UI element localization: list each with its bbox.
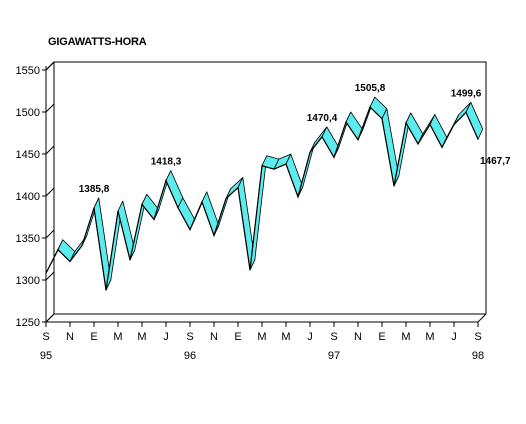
- data-label: 1470,4: [307, 113, 338, 124]
- data-point: [69, 260, 71, 263]
- y-tick-label: 1450: [16, 149, 40, 161]
- y-tick-label: 1300: [16, 275, 40, 287]
- data-point: [129, 259, 131, 261]
- data-point: [261, 165, 263, 167]
- x-tick-label: J: [163, 331, 169, 343]
- x-tick-label: J: [307, 331, 313, 343]
- y-gridline-edge: [45, 313, 55, 323]
- x-tick-label: S: [330, 331, 337, 343]
- data-point: [57, 249, 59, 251]
- x-tick-label: S: [42, 331, 49, 343]
- data-point: [429, 124, 431, 126]
- data-point: [285, 163, 287, 165]
- data-point: [393, 185, 395, 187]
- y-gridline-edge: [45, 61, 55, 71]
- data-point: [369, 106, 371, 108]
- x-tick-label: E: [90, 331, 97, 343]
- x-tick-label: J: [451, 331, 457, 343]
- data-point: [141, 203, 143, 205]
- data-point: [177, 207, 179, 209]
- data-point: [357, 139, 359, 141]
- data-point: [105, 289, 107, 291]
- x-tick-label: E: [234, 331, 241, 343]
- data-point: [237, 187, 239, 189]
- data-point: [93, 207, 95, 209]
- x-tick-label: M: [137, 331, 146, 343]
- data-point: [405, 122, 407, 124]
- y-tick-label: 1250: [16, 317, 40, 329]
- data-point: [45, 272, 47, 274]
- x-tick-label: M: [425, 331, 434, 343]
- data-point: [273, 168, 275, 170]
- ribbon-segment: [465, 101, 484, 140]
- data-point: [417, 143, 419, 145]
- data-label: 1467,7: [480, 156, 511, 167]
- x-tick-label: S: [186, 331, 193, 343]
- x-tick-label: N: [354, 331, 362, 343]
- data-point: [333, 156, 335, 158]
- data-point: [225, 197, 227, 200]
- data-label: 1418,3: [151, 157, 182, 168]
- year-label: 97: [328, 350, 340, 362]
- data-point: [309, 151, 311, 153]
- x-tick-label: S: [474, 331, 481, 343]
- data-point: [465, 111, 467, 113]
- data-point: [201, 201, 203, 203]
- data-point: [477, 138, 479, 140]
- data-point: [321, 136, 323, 138]
- year-label: 96: [184, 350, 196, 362]
- y-tick-label: 1500: [16, 107, 40, 119]
- y-tick-label: 1350: [16, 233, 40, 245]
- x-tick-label: E: [378, 331, 385, 343]
- y-tick-label: 1400: [16, 191, 40, 203]
- data-point: [165, 180, 167, 182]
- data-point: [381, 118, 383, 120]
- data-label: 1499,6: [451, 88, 482, 99]
- data-label: 1505,8: [355, 83, 386, 94]
- data-point: [297, 196, 299, 198]
- y-gridline-edge: [45, 103, 55, 113]
- data-point: [117, 210, 119, 212]
- y-gridline-edge: [45, 145, 55, 155]
- year-label: 98: [472, 350, 484, 362]
- data-point: [249, 269, 251, 271]
- data-point: [453, 124, 455, 126]
- x-tick-label: M: [113, 331, 122, 343]
- x-tick-label: M: [257, 331, 266, 343]
- plot-floor-edge: [477, 313, 487, 323]
- data-point: [153, 218, 155, 221]
- x-tick-label: M: [401, 331, 410, 343]
- x-tick-label: M: [281, 331, 290, 343]
- y-gridline-edge: [45, 271, 55, 281]
- data-label: 1385,8: [79, 184, 110, 195]
- x-tick-label: N: [66, 331, 74, 343]
- data-point: [441, 146, 443, 148]
- chart-title: GIGAWATTS-HORA: [48, 36, 147, 48]
- data-point: [81, 244, 83, 247]
- data-point: [213, 234, 215, 237]
- y-gridline-edge: [45, 229, 55, 239]
- plot-frame-back: [45, 61, 487, 322]
- year-label: 95: [40, 350, 52, 362]
- data-point: [345, 121, 347, 123]
- data-point: [189, 229, 191, 231]
- y-gridline-edge: [45, 187, 55, 197]
- y-tick-label: 1550: [16, 65, 40, 77]
- x-tick-label: N: [210, 331, 218, 343]
